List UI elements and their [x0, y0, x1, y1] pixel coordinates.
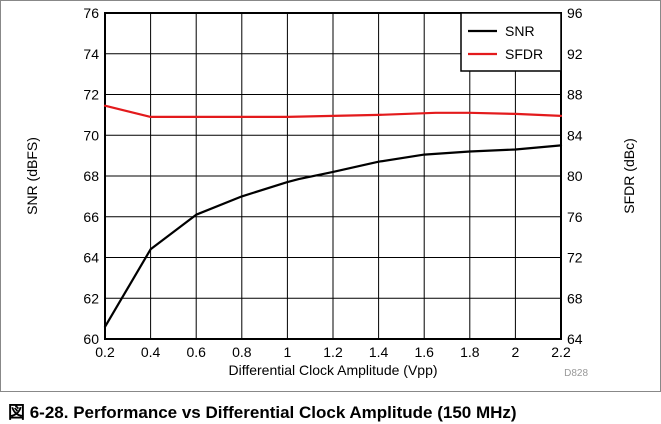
series-layer [103, 104, 563, 328]
x-tick-label: 1.2 [323, 344, 343, 360]
legend-label-snr: SNR [505, 23, 535, 39]
x-tick-label: 0.6 [186, 344, 206, 360]
x-tick-label: 1.8 [460, 344, 480, 360]
performance-chart: 0.2 0.4 0.6 0.8 1 1.2 1.4 1.6 1.8 2 2.2 60 62 64 66 68 7… [24, 5, 637, 379]
x-tick-label: 2.2 [551, 344, 571, 360]
y-tick-label-right: 84 [567, 127, 583, 143]
y-tick-label-right: 92 [567, 46, 583, 62]
x-tick-label: 2 [512, 344, 520, 360]
tick-labels: 0.2 0.4 0.6 0.8 1 1.2 1.4 1.6 1.8 2 2.2 60 62 64 66 68 7… [83, 5, 582, 360]
legend: SNR SFDR [460, 12, 562, 72]
x-tick-label: 1.6 [414, 344, 434, 360]
series-line-snr [103, 144, 563, 328]
y-tick-label-right: 76 [567, 209, 583, 225]
x-tick-label: 1.4 [369, 344, 389, 360]
grid [105, 13, 561, 339]
y-tick-label-right: 64 [567, 331, 583, 347]
y-tick-label-left: 74 [83, 46, 99, 62]
y-tick-label-left: 60 [83, 331, 99, 347]
y-tick-label-left: 76 [83, 5, 99, 21]
figure-code: D828 [564, 368, 588, 379]
y-tick-label-left: 72 [83, 87, 99, 103]
x-tick-label: 0.4 [141, 344, 161, 360]
x-tick-label: 0.8 [232, 344, 252, 360]
y-tick-label-left: 70 [83, 127, 99, 143]
figure-frame: 0.2 0.4 0.6 0.8 1 1.2 1.4 1.6 1.8 2 2.2 60 62 64 66 68 7… [0, 0, 661, 392]
y-tick-label-left: 68 [83, 168, 99, 184]
legend-box [460, 12, 562, 72]
y-tick-label-left: 64 [83, 250, 99, 266]
y-tick-label-right: 68 [567, 290, 583, 306]
x-tick-label: 1 [284, 344, 292, 360]
y-axis-label-right: SFDR (dBc) [621, 138, 637, 213]
series-line-sfdr [103, 104, 563, 119]
y-tick-label-left: 66 [83, 209, 99, 225]
figure-caption: 図 6-28. Performance vs Differential Cloc… [8, 403, 517, 422]
legend-label-sfdr: SFDR [505, 46, 543, 62]
y-tick-label-right: 88 [567, 87, 583, 103]
y-tick-label-right: 96 [567, 5, 583, 21]
y-axis-label-left: SNR (dBFS) [24, 137, 40, 215]
y-tick-label-right: 80 [567, 168, 583, 184]
x-tick-label: 0.2 [95, 344, 115, 360]
y-tick-label-right: 72 [567, 250, 583, 266]
x-axis-label: Differential Clock Amplitude (Vpp) [228, 362, 437, 378]
y-tick-label-left: 62 [83, 290, 99, 306]
plot-area [104, 12, 562, 340]
